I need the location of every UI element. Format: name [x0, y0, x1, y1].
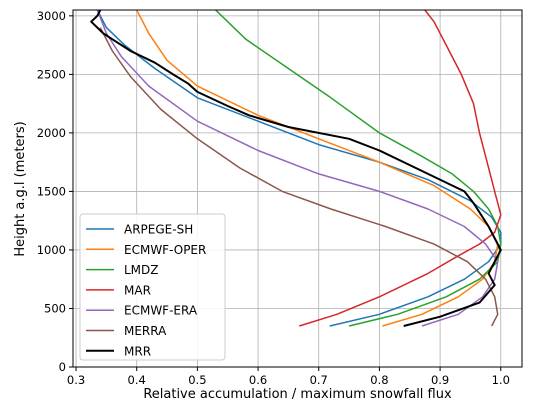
series-line-ecmwf-oper	[136, 10, 499, 327]
series-line-lmdz	[215, 10, 502, 327]
x-tick-label: 0.5	[188, 373, 206, 387]
legend-box	[79, 213, 226, 361]
x-tick-label: 0.7	[310, 373, 328, 387]
x-tick-label: 0.6	[249, 373, 267, 387]
x-tick-label: 0.9	[431, 373, 449, 387]
y-tick-label: 0	[59, 360, 66, 374]
x-tick-label: 0.3	[67, 373, 85, 387]
x-tick-label: 0.8	[370, 373, 388, 387]
plot-frame	[72, 9, 523, 368]
y-tick-label: 1000	[37, 243, 66, 257]
x-tick-label: 1.0	[492, 373, 510, 387]
data-series	[90, 10, 502, 327]
x-axis-ticks: 0.3 0.4 0.5 0.6 0.7 0.8 0.9 1.0	[67, 367, 510, 387]
series-line-ecmwf-era	[96, 10, 499, 327]
legend-label-mar: MAR	[124, 283, 151, 297]
y-tick-label: 3000	[37, 9, 66, 23]
y-tick-label: 2000	[37, 126, 66, 140]
y-tick-label: 2500	[37, 67, 66, 81]
series-line-mrr	[90, 10, 502, 327]
legend: ARPEGE-SH ECMWF-OPER LMDZ MAR ECMWF-ERA MERRA…	[79, 213, 226, 361]
series-line-arpege-sh	[96, 10, 502, 327]
series-line-mar	[299, 10, 502, 327]
legend-label-lmdz: LMDZ	[124, 263, 159, 277]
series-line-merra	[99, 27, 499, 327]
y-tick-label: 500	[44, 301, 66, 315]
x-tick-label: 0.4	[128, 373, 146, 387]
y-axis-ticks: 0 500 1000 1500 2000 2500 3000	[37, 9, 73, 374]
y-tick-label: 1500	[37, 184, 66, 198]
legend-label-arpege-sh: ARPEGE-SH	[124, 223, 193, 237]
y-axis-label: Height a.g.l (meters)	[13, 121, 28, 256]
x-axis-label: Relative accumulation / maximum snowfall…	[143, 387, 452, 402]
legend-label-mrr: MRR	[124, 344, 151, 358]
legend-label-ecmwf-era: ECMWF-ERA	[124, 304, 198, 318]
legend-label-merra: MERRA	[124, 324, 167, 338]
legend-label-ecmwf-oper: ECMWF-OPER	[124, 243, 206, 257]
